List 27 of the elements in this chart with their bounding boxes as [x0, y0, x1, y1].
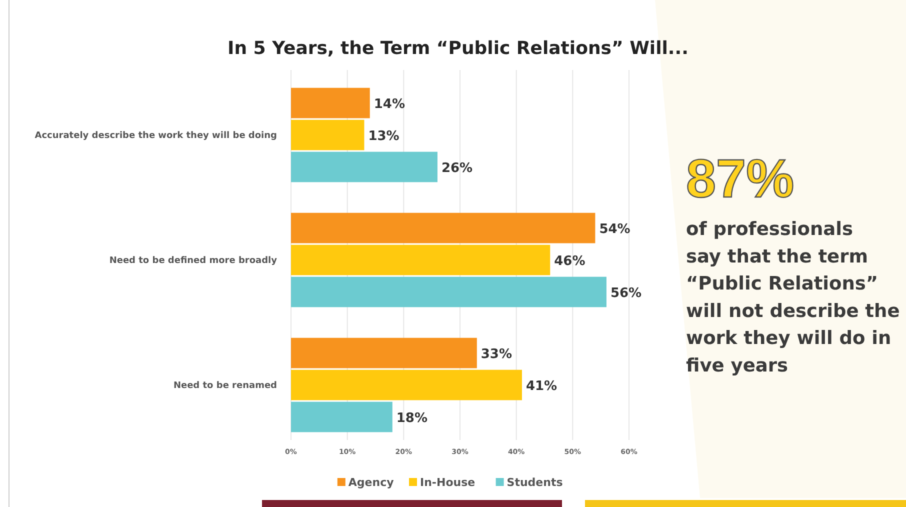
y-tick-label: Accurately describe the work they will be doing — [34, 131, 277, 141]
bar — [291, 88, 370, 118]
legend-label: Students — [506, 476, 564, 489]
bar — [291, 244, 550, 276]
bar — [291, 120, 364, 150]
text: 87% — [686, 149, 794, 209]
data-label: 33% — [480, 347, 512, 362]
bar — [291, 152, 438, 182]
data-label: 14% — [374, 97, 405, 112]
data-label: 26% — [441, 160, 473, 176]
legend-label: Agency — [348, 476, 394, 489]
legend-label: In-House — [420, 476, 476, 489]
data-label: 46% — [554, 254, 586, 269]
data-label: 56% — [610, 286, 642, 301]
data-label: 41% — [526, 379, 558, 394]
data-label: 13% — [368, 129, 400, 144]
bar — [291, 212, 596, 244]
bar — [291, 402, 392, 432]
data-label: 18% — [396, 410, 428, 426]
bar — [291, 338, 477, 368]
y-tick-label: Need to be renamed — [173, 381, 277, 391]
bar — [291, 276, 606, 308]
text: of professionals say that the term “Public Relations” will not describe the work they will do in five years — [686, 219, 900, 376]
y-tick-label: Need to be defined more broadly — [109, 256, 278, 266]
bar — [291, 370, 522, 400]
data-label: 54% — [599, 222, 630, 238]
chart-title: In 5 Years, the Term “Public Relations” Will... — [228, 38, 688, 59]
